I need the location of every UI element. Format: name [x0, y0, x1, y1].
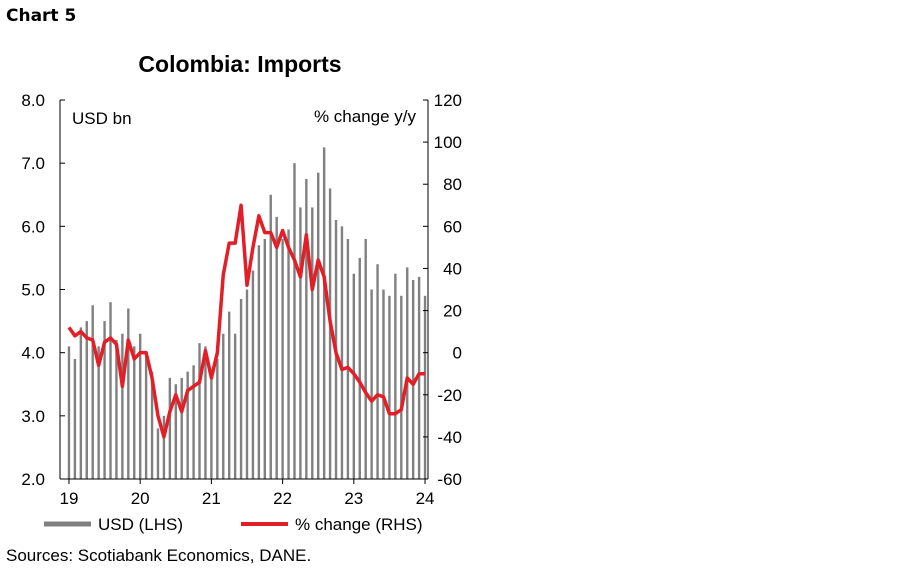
right-tick-label: 100 [434, 133, 462, 152]
left-axis-ticks: 2.0 3.0 4.0 5.0 6.0 7.0 8.0 [21, 91, 65, 489]
bar-2021-04 [228, 311, 231, 479]
legend-label-pct-change: % change (RHS) [295, 515, 423, 534]
bar-2019-06 [97, 346, 100, 479]
bar-2019-12 [133, 346, 136, 479]
bar-2019-09 [115, 340, 118, 479]
x-tick-label: 20 [131, 489, 150, 508]
source-note: Sources: Scotiabank Economics, DANE. [6, 546, 312, 565]
right-tick-label: -20 [437, 386, 462, 405]
left-tick-label: 6.0 [21, 217, 45, 236]
bar-2023-04 [370, 289, 373, 479]
bar-2020-11 [198, 343, 201, 479]
right-tick-label: 40 [443, 259, 462, 278]
bar-2022-02 [287, 229, 290, 479]
left-tick-label: 3.0 [21, 407, 45, 426]
bar-2019-03 [79, 327, 83, 479]
right-tick-label: -60 [437, 470, 462, 489]
bar-2021-10 [263, 238, 266, 479]
bar-2019-01 [67, 346, 71, 479]
bar-2021-05 [233, 333, 237, 479]
bar-2023-08 [394, 273, 397, 479]
x-tick-label: 22 [273, 489, 292, 508]
left-tick-label: 8.0 [21, 91, 45, 110]
bar-2020-03 [150, 371, 154, 479]
bar-2022-04 [299, 207, 302, 479]
right-tick-label: 60 [443, 217, 462, 236]
bar-2021-03 [222, 333, 225, 479]
bar-2020-09 [186, 371, 189, 479]
left-tick-label: 2.0 [21, 470, 45, 489]
bar-2020-07 [174, 384, 177, 479]
bar-2020-01 [138, 333, 142, 479]
bar-2023-09 [400, 295, 403, 479]
bar-2023-03 [364, 238, 367, 479]
bar-2021-02 [216, 358, 219, 479]
x-tick-label: 23 [344, 489, 363, 508]
bar-2023-12 [417, 276, 421, 479]
bar-2023-05 [376, 264, 379, 479]
bar-2019-07 [103, 321, 106, 479]
bar-2019-08 [109, 302, 112, 479]
bar-2020-10 [192, 365, 195, 479]
bar-2022-05 [305, 178, 308, 479]
bar-2020-02 [144, 352, 148, 479]
bar-2021-09 [257, 245, 261, 479]
left-tick-label: 7.0 [21, 154, 45, 173]
bar-2022-08 [322, 147, 326, 480]
bar-2023-11 [411, 280, 415, 479]
legend: USD (LHS) % change (RHS) [44, 515, 423, 534]
line-series-pct-change [67, 203, 426, 439]
bar-2019-05 [91, 305, 94, 479]
bar-2022-03 [293, 163, 296, 480]
chart-label: Chart 5 [6, 6, 77, 26]
right-tick-label: 20 [443, 302, 462, 321]
left-tick-label: 5.0 [21, 281, 45, 300]
x-tick-label: 19 [60, 489, 79, 508]
bar-2023-06 [382, 289, 385, 479]
bar-2021-11 [269, 194, 272, 479]
bar-2023-10 [406, 267, 409, 479]
bar-2020-12 [204, 346, 207, 479]
bar-2021-01 [210, 377, 213, 479]
right-axis-unit-label: % change y/y [314, 107, 417, 126]
left-axis-unit-label: USD bn [72, 109, 132, 128]
x-tick-label: 21 [202, 489, 221, 508]
bar-2022-01 [281, 238, 284, 479]
right-tick-label: 0 [453, 344, 462, 363]
right-tick-label: -40 [437, 428, 462, 447]
bar-2021-07 [245, 289, 249, 479]
bar-2020-04 [156, 428, 160, 479]
bar-2022-11 [340, 226, 344, 479]
line-pct-change [67, 203, 426, 439]
bar-2019-10 [121, 333, 124, 479]
x-axis-ticks: 19 20 21 22 23 24 [60, 479, 435, 508]
bar-2020-08 [180, 377, 183, 479]
bar-2020-05 [162, 415, 166, 479]
bar-2024-01 [423, 295, 427, 479]
bar-2022-12 [346, 238, 350, 479]
bar-2023-07 [388, 295, 391, 479]
x-tick-label: 24 [416, 489, 435, 508]
bar-2022-07 [317, 172, 320, 479]
legend-label-usd: USD (LHS) [98, 515, 183, 534]
bar-series-usd [67, 147, 427, 480]
bar-2022-06 [311, 207, 314, 479]
chart-title: Colombia: Imports [138, 51, 342, 77]
bar-2021-08 [251, 270, 255, 479]
bar-2021-12 [275, 216, 278, 480]
bar-2019-04 [85, 321, 88, 479]
bar-2019-02 [73, 358, 77, 479]
left-tick-label: 4.0 [21, 344, 45, 363]
right-axis-ticks: -60 -40 -20 0 20 40 60 80 100 120 [423, 91, 462, 489]
bar-2023-02 [358, 257, 361, 479]
bar-2020-06 [168, 377, 172, 479]
right-tick-label: 80 [443, 175, 462, 194]
right-tick-label: 120 [434, 91, 462, 110]
bar-2019-11 [127, 308, 130, 479]
bar-2021-06 [239, 298, 243, 479]
bar-2022-09 [328, 188, 332, 479]
